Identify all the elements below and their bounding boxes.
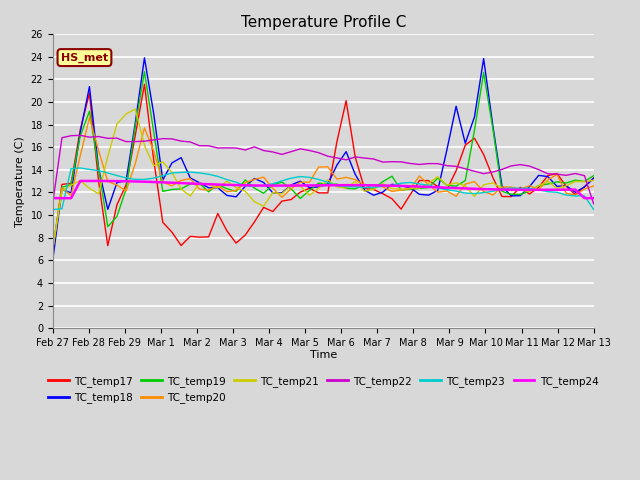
- Line: TC_temp24: TC_temp24: [52, 181, 594, 198]
- TC_temp23: [590, 206, 598, 212]
- TC_temp22: [150, 137, 157, 143]
- TC_temp18: [49, 257, 56, 263]
- TC_temp21: [49, 246, 56, 252]
- TC_temp23: [241, 183, 249, 189]
- Line: TC_temp19: TC_temp19: [52, 72, 594, 249]
- TC_temp23: [49, 206, 56, 212]
- TC_temp21: [590, 178, 598, 183]
- TC_temp22: [241, 147, 249, 153]
- TC_temp19: [397, 187, 405, 193]
- TC_temp23: [214, 173, 221, 179]
- TC_temp24: [214, 181, 221, 187]
- Line: TC_temp20: TC_temp20: [52, 118, 594, 249]
- TC_temp24: [397, 183, 405, 189]
- Legend: TC_temp17, TC_temp18, TC_temp19, TC_temp20, TC_temp21, TC_temp22, TC_temp23, TC_: TC_temp17, TC_temp18, TC_temp19, TC_temp…: [44, 372, 603, 407]
- TC_temp17: [214, 211, 221, 216]
- Title: Temperature Profile C: Temperature Profile C: [241, 15, 406, 30]
- TC_temp18: [232, 194, 240, 200]
- TC_temp22: [232, 145, 240, 151]
- TC_temp24: [241, 182, 249, 188]
- TC_temp21: [150, 163, 157, 168]
- TC_temp18: [150, 110, 157, 116]
- TC_temp21: [241, 189, 249, 194]
- Line: TC_temp21: TC_temp21: [52, 109, 594, 249]
- TC_temp23: [232, 180, 240, 185]
- Y-axis label: Temperature (C): Temperature (C): [15, 136, 25, 227]
- TC_temp24: [232, 182, 240, 188]
- TC_temp19: [241, 177, 249, 183]
- TC_temp24: [49, 195, 56, 201]
- Text: HS_met: HS_met: [61, 52, 108, 63]
- TC_temp24: [590, 195, 598, 201]
- TC_temp18: [141, 55, 148, 61]
- TC_temp20: [86, 115, 93, 120]
- TC_temp21: [232, 185, 240, 191]
- TC_temp21: [196, 180, 204, 186]
- Line: TC_temp22: TC_temp22: [52, 135, 594, 204]
- Line: TC_temp23: TC_temp23: [52, 168, 594, 209]
- TC_temp19: [49, 246, 56, 252]
- TC_temp20: [397, 187, 405, 193]
- TC_temp23: [76, 165, 84, 171]
- TC_temp22: [76, 132, 84, 138]
- TC_temp24: [86, 178, 93, 184]
- TC_temp22: [590, 201, 598, 207]
- TC_temp19: [232, 189, 240, 194]
- Line: TC_temp17: TC_temp17: [52, 84, 594, 254]
- TC_temp18: [196, 180, 204, 186]
- TC_temp23: [397, 180, 405, 186]
- TC_temp18: [214, 185, 221, 191]
- TC_temp20: [49, 246, 56, 252]
- TC_temp23: [150, 175, 157, 181]
- TC_temp18: [397, 183, 405, 189]
- TC_temp22: [196, 143, 204, 149]
- TC_temp18: [590, 175, 598, 181]
- TC_temp17: [150, 156, 157, 162]
- TC_temp20: [241, 180, 249, 186]
- TC_temp17: [232, 240, 240, 246]
- TC_temp17: [397, 206, 405, 212]
- TC_temp19: [214, 182, 221, 188]
- TC_temp17: [590, 175, 598, 181]
- TC_temp24: [150, 179, 157, 185]
- TC_temp17: [241, 232, 249, 238]
- TC_temp21: [131, 106, 139, 112]
- TC_temp17: [49, 252, 56, 257]
- TC_temp21: [214, 185, 221, 191]
- TC_temp17: [141, 82, 148, 87]
- TC_temp20: [196, 186, 204, 192]
- TC_temp22: [214, 145, 221, 151]
- TC_temp20: [232, 188, 240, 193]
- TC_temp20: [214, 183, 221, 189]
- TC_temp22: [49, 200, 56, 206]
- TC_temp19: [150, 128, 157, 134]
- TC_temp19: [590, 173, 598, 179]
- TC_temp24: [196, 181, 204, 187]
- TC_temp17: [196, 234, 204, 240]
- TC_temp19: [196, 180, 204, 186]
- TC_temp21: [397, 186, 405, 192]
- TC_temp19: [141, 69, 148, 74]
- Line: TC_temp18: TC_temp18: [52, 58, 594, 260]
- TC_temp20: [150, 148, 157, 154]
- TC_temp18: [241, 183, 249, 189]
- TC_temp23: [196, 170, 204, 176]
- TC_temp22: [397, 159, 405, 165]
- X-axis label: Time: Time: [310, 349, 337, 360]
- TC_temp20: [590, 183, 598, 189]
